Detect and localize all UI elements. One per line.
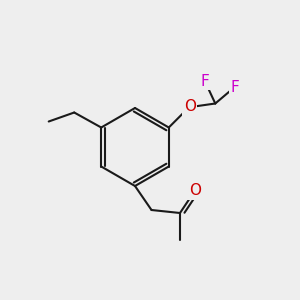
Text: F: F <box>230 80 239 94</box>
Text: O: O <box>189 183 201 198</box>
Text: F: F <box>200 74 209 88</box>
Text: O: O <box>184 99 196 114</box>
